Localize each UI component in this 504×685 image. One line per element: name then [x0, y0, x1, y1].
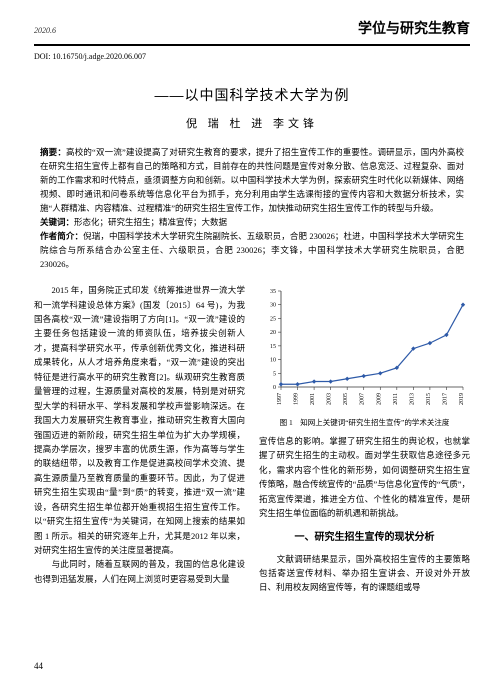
body-right-bottom: 文献调研结果显示，国外高校招生宣传的主要策略包括寄送宣传材料、举办招生宣讲会、开…: [259, 552, 470, 595]
author-bio: 作者简介：倪瑞，中国科学技术大学研究生院副院长、五级职员，合肥 230026；杜…: [34, 229, 470, 271]
keywords-text: 形态化；研究生招生；精准宣传；大数据: [74, 217, 227, 227]
svg-text:35: 35: [270, 289, 276, 295]
svg-text:2003: 2003: [327, 393, 333, 405]
doi-text: DOI: 10.16750/j.adge.2020.06.007: [34, 52, 470, 61]
left-column: 2015 年，国务院正式印发《统筹推进世界一流大学和一流学科建设总体方案》(国发…: [34, 283, 245, 595]
figure-1: 0 5 10 15 20 25 30 35 1997 1999 2001 2003 2005 2007 20…: [259, 285, 470, 430]
bio-label: 作者简介：: [40, 231, 83, 241]
svg-text:2007: 2007: [360, 393, 366, 405]
figure-1-chart: 0 5 10 15 20 25 30 35 1997 1999 2001 2003 2005 2007 20…: [259, 285, 469, 415]
svg-text:2011: 2011: [393, 393, 399, 405]
abstract-text: 高校的“双一流”建设提高了对研究生教育的要求，提升了招生宣传工作的重要性。调研显…: [40, 147, 464, 213]
abstract-label: 摘要：: [40, 147, 66, 157]
svg-text:2017: 2017: [442, 393, 448, 405]
svg-text:2015: 2015: [426, 393, 432, 405]
figure-1-caption: 图 1 知网上关键词“研究生招生宣传”的学术关注度: [259, 417, 470, 430]
svg-text:5: 5: [273, 371, 276, 377]
svg-text:15: 15: [270, 344, 276, 350]
svg-text:20: 20: [270, 330, 276, 336]
body-left-text: 2015 年，国务院正式印发《统筹推进世界一流大学和一流学科建设总体方案》(国发…: [34, 283, 245, 586]
bio-text: 倪瑞，中国科学技术大学研究生院副院长、五级职员，合肥 230026；杜进，中国科…: [40, 231, 464, 269]
article-authors: 倪 瑞 杜 进 李文锋: [34, 115, 470, 131]
right-column: 0 5 10 15 20 25 30 35 1997 1999 2001 2003 2005 2007 20…: [259, 283, 470, 595]
svg-text:2005: 2005: [343, 393, 349, 405]
header-journal: 学位与研究生教育: [358, 18, 470, 38]
svg-text:30: 30: [270, 303, 276, 309]
svg-text:2019: 2019: [459, 393, 465, 405]
header-rule: [34, 44, 470, 46]
svg-text:2001: 2001: [310, 393, 316, 405]
svg-text:2013: 2013: [409, 393, 415, 405]
svg-text:1999: 1999: [294, 393, 300, 405]
article-title: ——以中国科学技术大学为例: [34, 85, 470, 105]
abstract-block: 摘要：高校的“双一流”建设提高了对研究生教育的要求，提升了招生宣传工作的重要性。…: [34, 145, 470, 229]
section-1-heading: 一、研究生招生宣传的现状分析: [259, 529, 470, 546]
keywords-label: 关键词：: [40, 217, 74, 227]
body-right-top: 宣传信息的影响。掌握了研究生招生的舆论权，也就掌握了研究生招生的主动权。面对学生…: [259, 434, 470, 521]
svg-text:2009: 2009: [376, 393, 382, 405]
svg-text:0: 0: [273, 385, 276, 391]
page-number: 44: [34, 661, 43, 671]
svg-text:10: 10: [270, 358, 276, 364]
svg-text:1997: 1997: [277, 393, 283, 405]
header-date: 2020.6: [34, 26, 56, 35]
svg-text:25: 25: [270, 317, 276, 323]
